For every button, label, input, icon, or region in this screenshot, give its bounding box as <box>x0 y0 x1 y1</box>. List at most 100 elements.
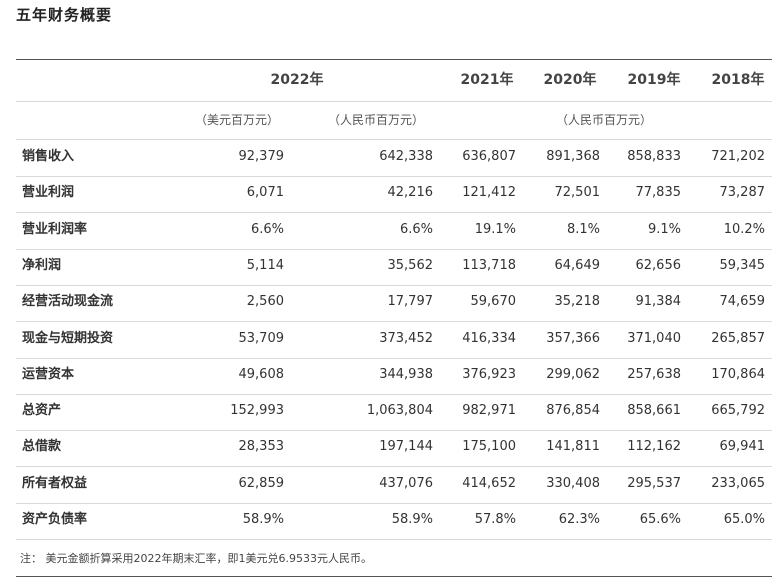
table-cell: 59,670 <box>470 294 517 310</box>
unit-rmb-prior: （人民币百万元） <box>556 113 653 127</box>
table-cell: 65.6% <box>639 512 681 527</box>
header-divider <box>16 101 772 102</box>
table-cell: 62,656 <box>635 257 682 273</box>
table-cell: 437,076 <box>379 475 433 491</box>
year-header: 2019年 <box>627 72 681 88</box>
table-cell: 357,366 <box>546 330 600 346</box>
table-cell: 344,938 <box>379 366 433 382</box>
table-cell: 6.6% <box>399 221 433 237</box>
table-cell: 28,353 <box>238 439 285 455</box>
table-cell: 62,859 <box>238 475 285 491</box>
table-cell: 59,345 <box>719 257 766 273</box>
table-cell: 58.9% <box>242 512 284 527</box>
table-cell: 414,652 <box>462 475 516 491</box>
year-header: 2018年 <box>711 72 765 88</box>
row-divider <box>16 430 772 432</box>
table-cell: 53,709 <box>238 330 285 346</box>
table-cell: 74,659 <box>719 294 766 310</box>
row-label: 营业利润率 <box>22 221 88 237</box>
table-cell: 1,063,804 <box>366 403 433 419</box>
table-top-border <box>16 59 772 60</box>
row-divider <box>16 393 772 395</box>
table-cell: 373,452 <box>379 330 433 346</box>
table-cell: 6,071 <box>246 185 284 201</box>
row-divider <box>16 176 772 177</box>
unit-usd: （美元百万元） <box>195 113 280 127</box>
table-cell: 113,718 <box>462 257 516 273</box>
row-divider <box>16 502 772 504</box>
table-cell: 170,864 <box>711 366 765 382</box>
row-label: 净利润 <box>22 257 62 273</box>
table-cell: 982,971 <box>462 403 516 419</box>
row-label: 资产负债率 <box>22 512 88 527</box>
year-header: 2022年 <box>270 72 324 88</box>
table-cell: 10.2% <box>723 221 765 237</box>
table-cell: 64,649 <box>554 257 601 273</box>
table-cell: 35,562 <box>387 257 434 273</box>
table-cell: 858,661 <box>627 403 681 419</box>
table-cell: 72,501 <box>554 185 601 201</box>
table-cell: 42,216 <box>387 185 434 201</box>
table-cell: 416,334 <box>462 330 516 346</box>
table-cell: 2,560 <box>246 294 284 310</box>
table-cell: 57.8% <box>474 512 516 527</box>
row-divider <box>16 212 772 214</box>
table-cell: 299,062 <box>546 366 600 382</box>
table-cell: 77,835 <box>635 185 682 201</box>
table-cell: 642,338 <box>379 149 433 164</box>
row-divider <box>16 539 772 540</box>
table-cell: 175,100 <box>462 439 516 455</box>
year-header: 2021年 <box>460 72 514 88</box>
row-label: 总资产 <box>22 403 62 419</box>
table-cell: 330,408 <box>546 475 600 491</box>
year-header: 2020年 <box>543 72 597 88</box>
table-cell: 62.3% <box>558 512 600 527</box>
table-cell: 257,638 <box>627 366 681 382</box>
row-divider <box>16 248 772 250</box>
unit-rmb-2022: （人民币百万元） <box>328 113 425 127</box>
table-cell: 92,379 <box>238 149 285 164</box>
table-cell: 891,368 <box>546 149 600 164</box>
table-cell: 6.6% <box>250 221 284 237</box>
table-cell: 371,040 <box>627 330 681 346</box>
footnote: 注： 美元金额折算采用2022年期末汇率，即1美元兑6.9533元人民币。 <box>20 552 372 565</box>
table-cell: 73,287 <box>719 185 766 201</box>
row-divider <box>16 466 772 468</box>
row-label: 营业利润 <box>22 185 75 201</box>
table-cell: 19.1% <box>474 221 516 237</box>
table-cell: 858,833 <box>627 149 681 164</box>
page-title: 五年财务概要 <box>16 6 113 24</box>
table-cell: 112,162 <box>627 439 681 455</box>
table-cell: 17,797 <box>387 294 434 310</box>
table-cell: 876,854 <box>546 403 600 419</box>
table-cell: 376,923 <box>462 366 516 382</box>
row-label: 总借款 <box>22 439 62 455</box>
row-label: 现金与短期投资 <box>22 330 114 346</box>
table-cell: 152,993 <box>230 403 284 419</box>
table-cell: 35,218 <box>554 294 601 310</box>
table-cell: 8.1% <box>566 221 600 237</box>
row-divider <box>16 284 772 286</box>
table-cell: 121,412 <box>462 185 516 201</box>
row-label: 运营资本 <box>22 366 75 382</box>
row-label: 经营活动现金流 <box>22 294 114 310</box>
row-label: 销售收入 <box>22 149 75 164</box>
row-divider <box>16 321 772 323</box>
table-cell: 91,384 <box>635 294 682 310</box>
table-cell: 9.1% <box>647 221 681 237</box>
row-label: 所有者权益 <box>22 475 88 491</box>
row-divider <box>16 357 772 359</box>
table-cell: 721,202 <box>711 149 765 164</box>
unit-row-divider <box>16 139 772 140</box>
table-cell: 58.9% <box>391 512 433 527</box>
table-cell: 141,811 <box>546 439 600 455</box>
table-cell: 265,857 <box>711 330 765 346</box>
table-cell: 69,941 <box>719 439 766 455</box>
table-cell: 665,792 <box>711 403 765 419</box>
table-cell: 197,144 <box>379 439 433 455</box>
table-cell: 49,608 <box>238 366 285 382</box>
table-bottom-border <box>16 576 772 577</box>
table-cell: 636,807 <box>462 149 516 164</box>
table-cell: 5,114 <box>246 257 284 273</box>
table-cell: 65.0% <box>723 512 765 527</box>
